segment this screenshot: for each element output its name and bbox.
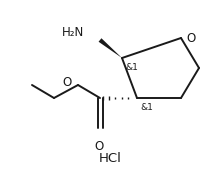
Text: &1: &1 <box>125 63 138 72</box>
Text: &1: &1 <box>140 103 153 112</box>
Polygon shape <box>99 38 122 58</box>
Text: O: O <box>186 33 195 45</box>
Text: H₂N: H₂N <box>62 25 84 39</box>
Text: O: O <box>94 140 104 153</box>
Text: O: O <box>63 76 72 89</box>
Text: HCl: HCl <box>99 152 121 165</box>
